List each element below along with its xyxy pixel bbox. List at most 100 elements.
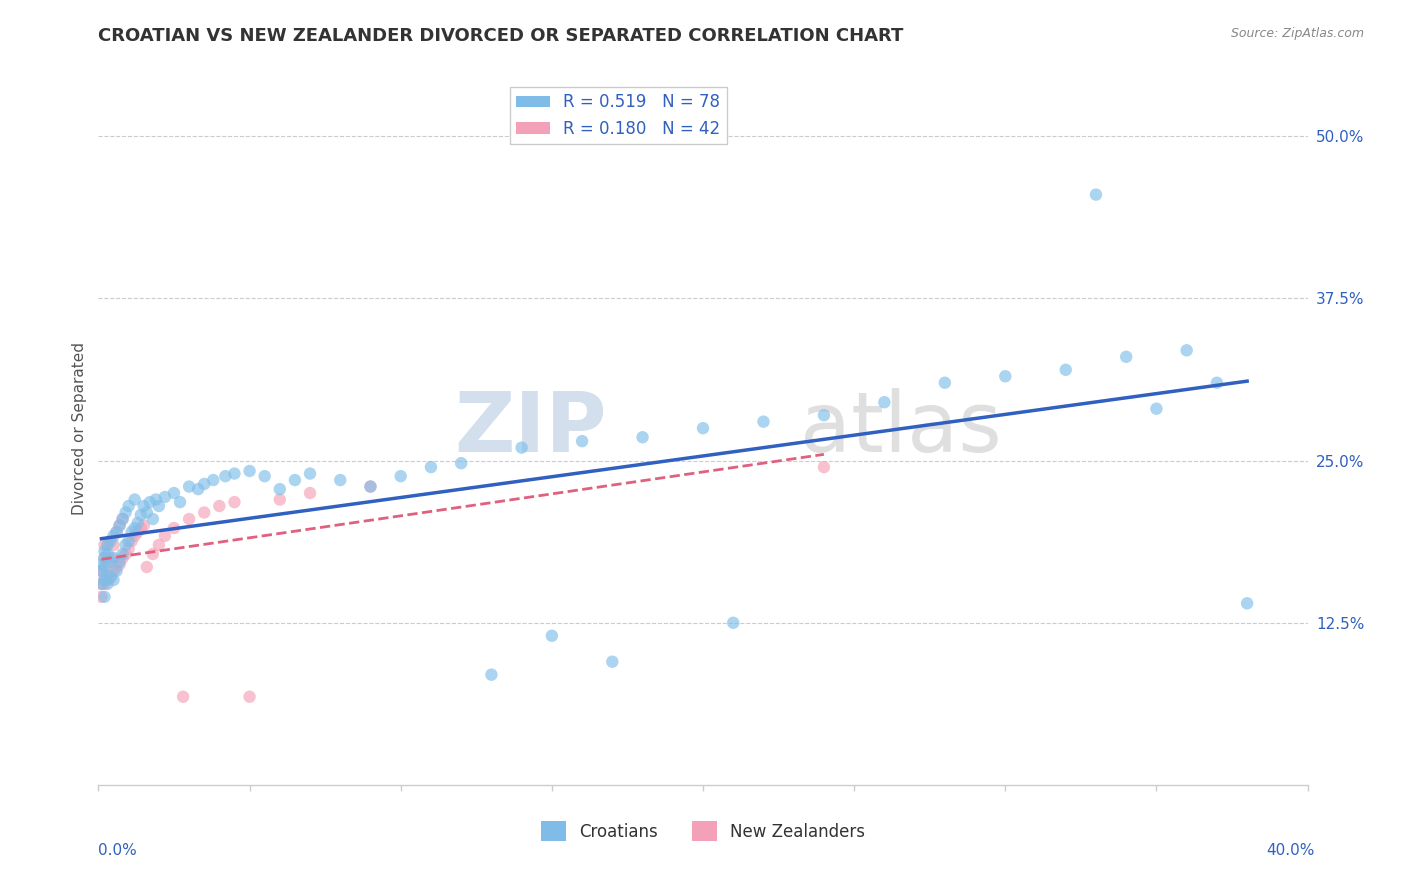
Point (96, 567, 118, 582)
Point (124, 529, 146, 543)
Point (813, 408, 835, 422)
Point (105, 564, 128, 578)
Point (224, 495, 246, 509)
Point (360, 479, 382, 493)
Point (1085, 187, 1108, 202)
Point (148, 499, 170, 513)
Point (93, 590, 115, 604)
Point (100, 550, 122, 565)
Point (994, 369, 1017, 384)
Point (239, 690, 262, 704)
Point (105, 524, 128, 539)
Point (389, 469, 412, 483)
Point (121, 534, 143, 549)
Point (100, 534, 122, 549)
Point (96, 538, 118, 552)
Point (93, 567, 115, 582)
Point (124, 521, 146, 535)
Point (224, 467, 246, 481)
Point (105, 524, 128, 539)
Point (142, 512, 165, 526)
Point (132, 499, 155, 513)
Point (187, 482, 209, 496)
Point (124, 492, 146, 507)
Point (253, 469, 276, 483)
Point (723, 615, 745, 630)
Point (90, 590, 112, 604)
Point (540, 629, 562, 643)
Point (571, 434, 593, 449)
Point (873, 395, 896, 409)
Text: 40.0%: 40.0% (1267, 843, 1315, 858)
Point (103, 564, 125, 578)
Point (420, 460, 443, 475)
Point (121, 524, 143, 539)
Point (142, 547, 165, 561)
Point (93, 550, 115, 565)
Point (90, 564, 112, 578)
Point (202, 473, 225, 487)
Point (129, 508, 152, 522)
Point (103, 573, 125, 587)
Point (1236, 596, 1258, 610)
Point (179, 479, 201, 493)
Y-axis label: Divorced or Separated: Divorced or Separated (72, 342, 87, 515)
Point (103, 538, 125, 552)
Point (450, 456, 472, 470)
Point (135, 560, 157, 574)
Point (163, 521, 186, 535)
Point (602, 655, 624, 669)
Point (93, 573, 115, 587)
Text: Source: ZipAtlas.com: Source: ZipAtlas.com (1230, 27, 1364, 40)
Point (148, 538, 170, 552)
Point (103, 529, 125, 543)
Point (269, 492, 291, 507)
Text: atlas: atlas (800, 388, 1001, 468)
Point (93, 538, 115, 552)
Point (118, 541, 141, 556)
Point (127, 524, 149, 539)
Point (93, 560, 115, 574)
Legend: Croatians, New Zealanders: Croatians, New Zealanders (534, 814, 872, 848)
Point (108, 555, 131, 569)
Point (163, 486, 186, 500)
Point (1175, 343, 1198, 358)
Point (208, 499, 231, 513)
Point (105, 560, 128, 574)
Point (90, 558, 112, 572)
Point (299, 467, 322, 481)
Point (93, 577, 115, 591)
Point (169, 495, 191, 509)
Point (108, 518, 131, 533)
Point (193, 477, 215, 491)
Point (96, 555, 118, 569)
Point (329, 473, 352, 487)
Point (145, 492, 167, 507)
Point (90, 577, 112, 591)
Point (1144, 401, 1167, 416)
Point (96, 577, 118, 591)
Point (96, 573, 118, 587)
Point (360, 479, 382, 493)
Point (132, 518, 155, 533)
Point (153, 529, 176, 543)
Point (111, 550, 134, 565)
Point (153, 490, 176, 504)
Point (934, 376, 956, 390)
Point (108, 558, 131, 572)
Point (111, 547, 134, 561)
Point (179, 512, 201, 526)
Text: CROATIAN VS NEW ZEALANDER DIVORCED OR SEPARATED CORRELATION CHART: CROATIAN VS NEW ZEALANDER DIVORCED OR SE… (98, 27, 904, 45)
Point (1206, 376, 1229, 390)
Point (193, 506, 215, 520)
Text: 0.0%: 0.0% (98, 843, 138, 858)
Text: ZIP: ZIP (454, 388, 606, 468)
Point (127, 516, 149, 530)
Point (813, 460, 835, 475)
Point (96, 538, 118, 552)
Point (96, 547, 118, 561)
Point (481, 667, 503, 681)
Point (114, 506, 136, 520)
Point (111, 512, 134, 526)
Point (100, 555, 122, 569)
